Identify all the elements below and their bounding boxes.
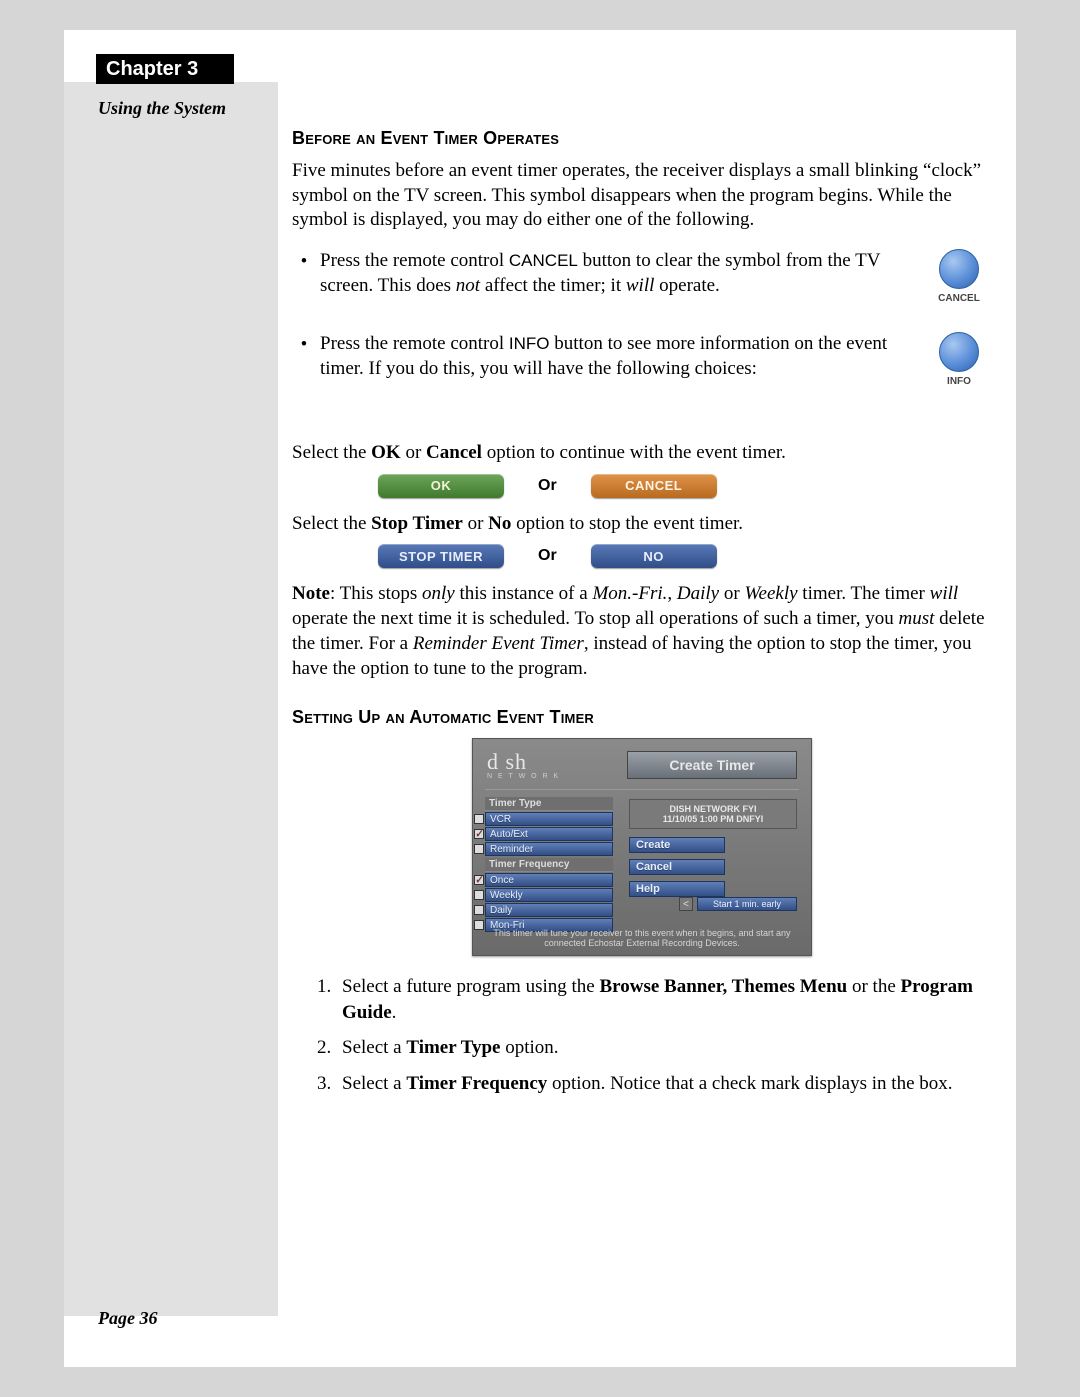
- chevron-left-icon: <: [679, 897, 693, 911]
- opt-autoext: Auto/Ext: [485, 827, 613, 841]
- ok-pill: OK: [378, 474, 504, 498]
- opt-once: Once: [485, 873, 613, 887]
- content: Before an Event Timer Operates Five minu…: [292, 128, 992, 1107]
- cancel-button-label: CANCEL: [938, 293, 980, 304]
- select2-text: Select the Stop Timer or No option to st…: [292, 512, 992, 537]
- logo-sub: N E T W O R K: [487, 773, 560, 780]
- left-panel: Timer Type VCR Auto/Ext Reminder Timer F…: [485, 797, 613, 932]
- sidebar: [64, 82, 278, 1316]
- screenshot-footnote: This timer will tune your receiver to th…: [481, 928, 803, 950]
- chapter-tab: Chapter 3: [96, 54, 234, 84]
- or-row-2: STOP TIMER Or NO: [378, 544, 992, 568]
- info-remote-icon: INFO: [912, 332, 992, 387]
- section1-intro: Five minutes before an event timer opera…: [292, 159, 992, 233]
- info-line2: 11/10/05 1:00 PM DNFYI: [663, 814, 764, 824]
- opt-weekly: Weekly: [485, 888, 613, 902]
- info-line1: DISH NETWORK FYI: [670, 804, 757, 814]
- start-early: Start 1 min. early: [697, 897, 797, 911]
- bullet-2-text: Press the remote control INFO button to …: [316, 332, 912, 381]
- timer-freq-heading: Timer Frequency: [485, 858, 613, 872]
- opt-reminder: Reminder: [485, 842, 613, 856]
- logo: d sh: [487, 749, 527, 775]
- step-1: Select a future program using the Browse…: [336, 974, 992, 1025]
- or-label-2: Or: [538, 547, 557, 565]
- opt-vcr: VCR: [485, 812, 613, 826]
- no-pill: NO: [591, 544, 717, 568]
- create-timer-screenshot: d sh N E T W O R K Create Timer Timer Ty…: [472, 738, 812, 956]
- steps-list: Select a future program using the Browse…: [292, 974, 992, 1097]
- or-label-1: Or: [538, 477, 557, 495]
- bullet-dot: •: [292, 249, 316, 273]
- cancel-pill: CANCEL: [591, 474, 717, 498]
- cancel-button: Cancel: [629, 859, 725, 875]
- info-button-label: INFO: [947, 376, 971, 387]
- bullet-dot: •: [292, 332, 316, 356]
- create-button: Create: [629, 837, 725, 853]
- section2-heading: Setting Up an Automatic Event Timer: [292, 707, 992, 728]
- stoptimer-pill: STOP TIMER: [378, 544, 504, 568]
- select1-text: Select the OK or Cancel option to contin…: [292, 441, 992, 466]
- or-row-1: OK Or CANCEL: [378, 474, 992, 498]
- cancel-remote-icon: CANCEL: [912, 249, 992, 304]
- subtitle: Using the System: [98, 98, 226, 119]
- page-number: Page 36: [98, 1308, 157, 1329]
- page: Chapter 3 Using the System Before an Eve…: [64, 30, 1016, 1367]
- note: Note: This stops only this instance of a…: [292, 582, 992, 681]
- step-2: Select a Timer Type option.: [336, 1035, 992, 1061]
- info-button-icon: [939, 332, 979, 372]
- bullet-1-text: Press the remote control CANCEL button t…: [316, 249, 912, 298]
- bullet-1: • Press the remote control CANCEL button…: [292, 249, 992, 304]
- info-box: DISH NETWORK FYI 11/10/05 1:00 PM DNFYI: [629, 799, 797, 829]
- bullet-2: • Press the remote control INFO button t…: [292, 332, 992, 387]
- divider: [485, 789, 799, 790]
- screenshot-title: Create Timer: [627, 751, 797, 779]
- screenshot-wrap: d sh N E T W O R K Create Timer Timer Ty…: [292, 738, 992, 956]
- timer-type-heading: Timer Type: [485, 797, 613, 811]
- step-3: Select a Timer Frequency option. Notice …: [336, 1071, 992, 1097]
- section1-heading: Before an Event Timer Operates: [292, 128, 992, 149]
- help-button: Help: [629, 881, 725, 897]
- opt-daily: Daily: [485, 903, 613, 917]
- cancel-button-icon: [939, 249, 979, 289]
